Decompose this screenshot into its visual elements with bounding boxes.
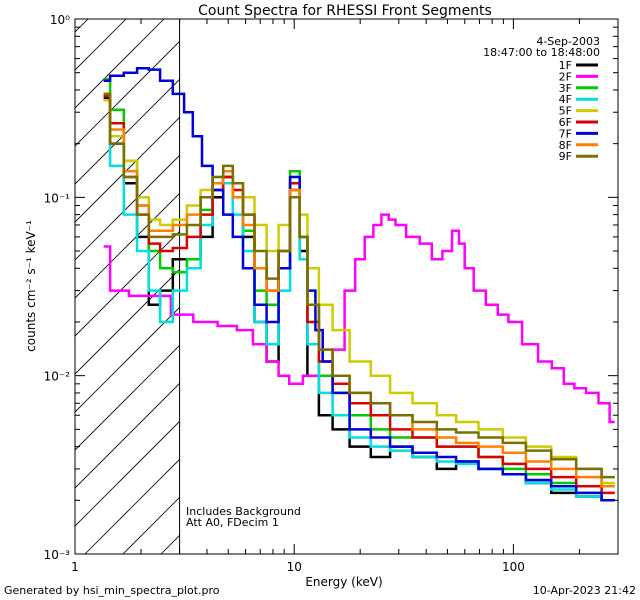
hatch-line [75,420,180,527]
legend-label: 9F [559,150,572,163]
y-tick-label: 10⁰ [50,13,70,27]
x-tick-label: 100 [502,560,525,574]
legend-label: 6F [559,116,572,129]
hatch-line [75,192,180,299]
series-line-9F [103,92,615,479]
hatch-line [75,116,180,223]
legend-label: 7F [559,127,572,140]
hatch-line [75,19,165,109]
hatch-line [75,78,180,185]
axis-ticks [74,18,619,555]
series-line-6F [103,94,615,495]
x-tick-label: 10 [287,560,302,574]
hatch-line [75,306,180,413]
x-axis-label: Energy (keV) [305,575,382,589]
series-group [103,66,615,502]
footer-generated-by: Generated by hsi_min_spectra_plot.pro [4,584,220,597]
legend-label: 3F [559,82,572,95]
legend-label: 8F [559,139,572,152]
series-line-8F [103,92,615,488]
chart-title: Count Spectra for RHESSI Front Segments [198,3,492,19]
y-tick-label: 10⁻¹ [44,191,71,205]
legend-label: 2F [559,70,572,83]
series-line-2F [103,213,615,424]
annotation-attenuator: Att A0, FDecim 1 [186,516,279,529]
y-tick-label: 10⁻³ [44,548,71,562]
axis-tick-labels: 1 10 100 10⁻³ 10⁻² 10⁻¹ 10⁰ [44,13,525,574]
x-tick-label: 1 [71,560,79,574]
legend-time-range: 18:47:00 to 18:48:00 [483,46,600,59]
legend-label: 4F [559,93,572,106]
hatch-line [75,230,180,337]
series-line-4F [103,99,615,502]
hatch-line [84,458,180,554]
hatch-line [75,40,180,147]
y-axis-label: counts cm⁻² s⁻¹ keV⁻¹ [24,220,38,352]
hatch-line [75,382,180,489]
annotation-background: Includes Background [186,505,301,518]
hatch-line [75,268,180,375]
series-line-1F [103,96,615,502]
legend-date: 4-Sep-2003 [536,35,600,48]
legend-label: 1F [559,59,572,72]
plot-frame [74,18,619,555]
series-line-7F [103,66,615,502]
y-tick-label: 10⁻² [44,370,71,384]
legend-label: 5F [559,105,572,118]
footer-timestamp: 10-Apr-2023 21:42 [533,584,636,597]
